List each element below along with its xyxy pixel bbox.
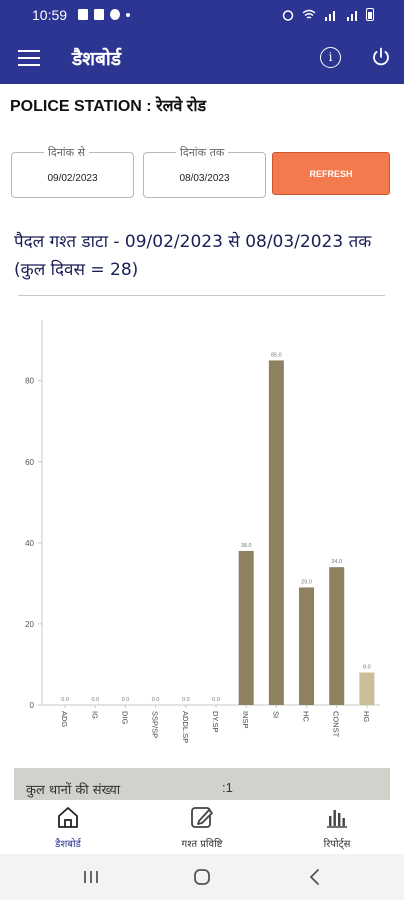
refresh-button[interactable]: REFRESH	[272, 152, 390, 195]
x-category-label: INSP	[241, 711, 250, 729]
bar-value-label: 34.0	[331, 559, 342, 565]
bar-value-label: 0.0	[91, 697, 99, 703]
police-station-label: POLICE STATION : रेलवे रोड	[10, 98, 207, 115]
more-dot-icon	[126, 13, 130, 17]
y-tick-label: 0	[30, 701, 35, 710]
patrol-bar-chart: 0 20 40 60 80 0.0 ADG 0.0 IG 0.0 DIG 0.0 SSP/SP 0.0 AD…	[25, 320, 380, 743]
x-category-label: SI	[271, 711, 280, 718]
bar-value-label: 38.0	[241, 543, 252, 549]
x-category-label: SSP/SP	[151, 711, 160, 738]
home-circle-icon[interactable]	[193, 868, 211, 886]
bar-value-label: 8.0	[363, 665, 371, 671]
alarm-icon	[282, 9, 294, 21]
recents-icon[interactable]	[82, 869, 100, 885]
x-category-label: DIG	[120, 711, 129, 725]
nav-dashboard-label: डैशबोर्ड	[55, 839, 81, 850]
status-time: 10:59	[32, 7, 68, 23]
menu-line	[18, 50, 40, 52]
bar-value-label: 0.0	[152, 697, 160, 703]
patrol-data-title: पैदल गश्त डाटा - 09/02/2023 से 08/03/202…	[14, 232, 372, 280]
nav-patrol-entry[interactable]: गश्त प्रविष्टि	[152, 804, 252, 850]
divider	[18, 295, 385, 296]
from-date-field[interactable]: दिनांक से 09/02/2023	[11, 145, 134, 198]
signal-icon	[325, 10, 335, 21]
page-title: डैशबोर्ड	[72, 48, 122, 70]
bar-value-label: 0.0	[212, 697, 220, 703]
back-icon[interactable]	[308, 868, 322, 886]
bar	[359, 672, 375, 705]
bar-value-label: 29.0	[301, 579, 312, 585]
system-navigation-bar	[0, 854, 404, 900]
menu-line	[18, 57, 40, 59]
gallery-icon	[78, 9, 88, 20]
nav-reports[interactable]: रिपोर्ट्स	[287, 804, 387, 850]
station-count-value: :1	[222, 780, 233, 795]
y-tick-label: 80	[25, 377, 34, 386]
menu-button[interactable]	[18, 50, 40, 66]
nav-reports-label: रिपोर्ट्स	[323, 839, 351, 850]
bar-value-label: 85.0	[271, 352, 282, 358]
station-count-label: कुल थानों की संख्या	[26, 783, 121, 798]
from-date-value: 09/02/2023	[47, 173, 98, 184]
nav-patrol-entry-label: गश्त प्रविष्टि	[181, 839, 223, 850]
to-date-value: 08/03/2023	[179, 173, 230, 184]
x-category-label: CONST	[332, 711, 341, 738]
power-icon[interactable]	[370, 46, 392, 68]
bar-value-label: 0.0	[122, 697, 130, 703]
bar-value-label: 0.0	[61, 697, 69, 703]
menu-line	[18, 64, 40, 66]
nav-dashboard[interactable]: डैशबोर्ड	[18, 804, 118, 850]
to-date-label: दिनांक तक	[176, 145, 229, 160]
home-icon	[58, 807, 78, 828]
timer-icon	[110, 9, 120, 20]
notification-icons	[78, 9, 130, 20]
bar-chart-icon	[327, 810, 347, 828]
bar	[268, 360, 284, 705]
y-tick-label: 40	[25, 539, 34, 548]
x-category-label: HC	[302, 711, 311, 722]
signal-2-icon	[347, 10, 357, 21]
message-icon	[94, 9, 104, 20]
status-bar: 10:59	[0, 0, 404, 30]
x-category-label: IG	[90, 711, 99, 719]
wifi-icon	[302, 9, 316, 19]
bar-value-label: 0.0	[182, 697, 190, 703]
x-category-label: ADDL.SP	[181, 711, 190, 743]
x-category-label: DY.SP	[211, 711, 220, 733]
y-tick-label: 60	[25, 458, 34, 467]
bar	[238, 550, 254, 705]
info-icon[interactable]: i	[320, 47, 341, 68]
to-date-field[interactable]: दिनांक तक 08/03/2023	[143, 145, 266, 198]
bar	[299, 587, 315, 705]
app-header: 10:59 डैशबोर्ड i	[0, 0, 404, 84]
from-date-label: दिनांक से	[44, 145, 90, 160]
x-category-label: ADG	[60, 711, 69, 727]
station-count-row: कुल थानों की संख्या :1	[14, 768, 390, 802]
bar	[329, 567, 345, 705]
system-icons	[282, 8, 374, 21]
y-tick-label: 20	[25, 620, 34, 629]
x-category-label: HG	[362, 711, 371, 722]
bottom-navigation: डैशबोर्ड गश्त प्रविष्टि रिपोर्ट्स	[0, 800, 404, 854]
edit-icon	[191, 807, 213, 828]
battery-icon	[366, 8, 374, 21]
